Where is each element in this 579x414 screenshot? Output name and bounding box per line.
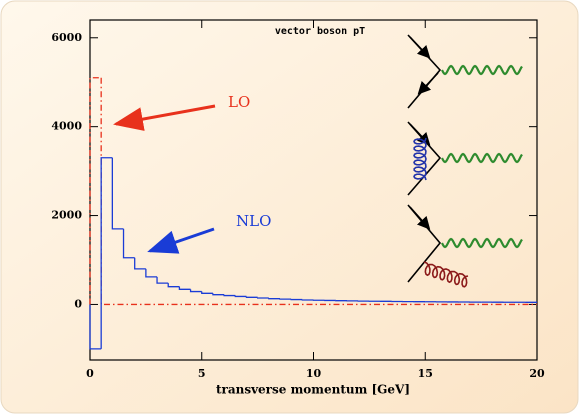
y-tick-label: 6000 <box>51 31 82 44</box>
annotation-arrow <box>113 104 216 131</box>
fermion-arrow <box>409 206 431 230</box>
histogram-step <box>145 268 158 278</box>
x-tick-label: 15 <box>418 367 433 380</box>
histogram-step <box>100 77 537 306</box>
histogram-step <box>268 298 280 300</box>
x-axis-label: transverse momentum [GeV] <box>216 383 410 397</box>
fermion-arrow <box>409 36 431 59</box>
fermion-arrow <box>417 72 439 95</box>
histogram-step <box>111 157 124 230</box>
gluon-coil <box>413 137 427 181</box>
x-tick-label: 5 <box>198 367 206 380</box>
histogram-step <box>167 283 180 288</box>
boson-wave <box>441 152 523 164</box>
histogram-step <box>201 291 213 294</box>
x-tick-label: 10 <box>306 367 322 380</box>
y-tick-label: 2000 <box>51 209 82 222</box>
histogram-step <box>223 294 236 297</box>
y-tick-label: 0 <box>74 297 82 310</box>
histogram-step <box>189 289 202 293</box>
boson-wave <box>441 237 523 249</box>
histogram-step <box>234 295 247 298</box>
histogram-step <box>89 77 102 305</box>
gluon-coil <box>423 261 469 288</box>
legend-label: NLO <box>236 212 271 230</box>
fermion-arrow <box>409 123 431 146</box>
histogram-step <box>122 228 135 259</box>
boson-wave <box>441 64 523 76</box>
histogram-step <box>256 297 269 299</box>
histogram-step <box>100 157 113 349</box>
x-tick-label: 0 <box>86 367 94 380</box>
annotation-arrow <box>147 227 215 254</box>
legend-label: LO <box>228 93 250 111</box>
histogram-step <box>134 257 146 270</box>
x-tick-label: 20 <box>529 367 545 380</box>
chart-title: vector boson pT <box>275 26 365 37</box>
y-tick-label: 4000 <box>51 120 82 133</box>
histogram-step <box>245 296 258 298</box>
histogram-step <box>156 276 169 284</box>
histogram-step <box>178 286 191 290</box>
histogram-step <box>89 304 102 350</box>
histogram-step <box>212 293 225 296</box>
feynman-diagrams <box>407 34 523 288</box>
